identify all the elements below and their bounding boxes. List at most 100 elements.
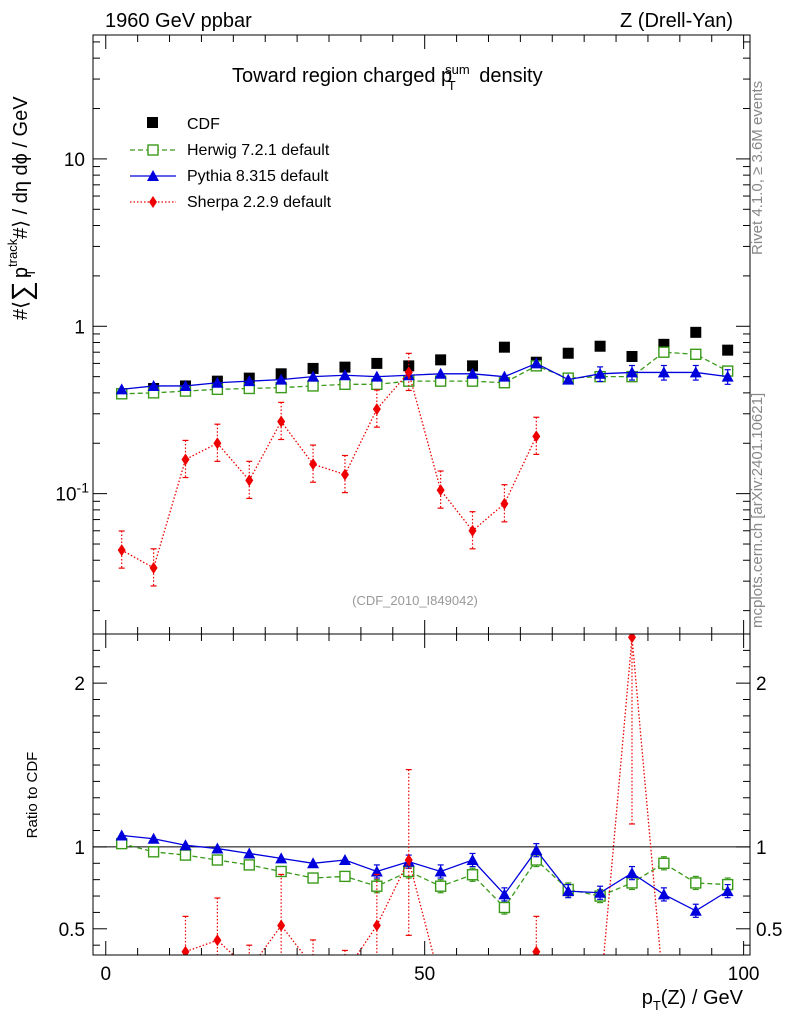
- ratio-herwig-point: [658, 857, 670, 869]
- ratio-herwig-point: [243, 859, 255, 871]
- pythia-data-point: [338, 369, 351, 381]
- legend-marker-pythia: [147, 170, 159, 181]
- ratio-herwig-point: [434, 880, 447, 892]
- cdf-data-point: [467, 360, 479, 372]
- sherpa-data-point: [149, 561, 158, 574]
- ratio-pythia-point: [657, 888, 670, 900]
- herwig-data-point: [307, 380, 319, 392]
- ratio-sherpa-point: [118, 985, 126, 997]
- pythia-series-line: [121, 362, 728, 390]
- mcplots-label: mcplots.cern.ch [arXiv:2401.10621]: [749, 393, 766, 628]
- ratio-pythia-point: [147, 832, 160, 844]
- main-y-axis-label: #⟨∑ptrackT#⟩ / dη dϕ / GeV: [5, 96, 38, 320]
- ratio-sherpa-point: [181, 945, 190, 955]
- pythia-data-point: [243, 375, 256, 387]
- ratio-pythia-point: [498, 888, 511, 900]
- legend-label-herwig: Herwig 7.2.1 default: [187, 142, 330, 159]
- ratio-herwig-point: [307, 872, 319, 884]
- sherpa-data-point: [181, 453, 190, 466]
- rivet-version-label: Rivet 4.1.0, ≥ 3.6M events: [749, 81, 766, 255]
- ratio-herwig-point: [498, 901, 511, 914]
- x-tick-label: 100: [728, 964, 760, 985]
- cdf-data-point: [626, 350, 638, 362]
- x-axis-label: pT(Z) / GeV: [642, 987, 744, 1013]
- main-y-tick-label: 1: [74, 317, 85, 338]
- axes: 10 1 10-1 0 50 100 0.5 0.5 1 1 2 2: [55, 34, 782, 985]
- header-process-label: Z (Drell-Yan): [620, 10, 733, 32]
- ratio-pythia-point: [466, 854, 479, 866]
- ratio-pythia-point: [338, 854, 351, 866]
- sherpa-data-point: [277, 415, 286, 428]
- ratio-y-tick-label-right: 1: [756, 838, 767, 859]
- herwig-data-point: [658, 346, 670, 358]
- legend-marker-sherpa: [149, 196, 157, 208]
- sherpa-series-line: [121, 371, 537, 569]
- legend-label-sherpa: Sherpa 2.2.9 default: [187, 194, 332, 211]
- ratio-pythia-point: [211, 842, 224, 854]
- ratio-herwig-point: [179, 849, 192, 861]
- ratio-pythia-point: [179, 839, 192, 851]
- ratio-y-tick-label: 1: [74, 838, 85, 859]
- ratio-y-tick-label: 2: [74, 674, 85, 695]
- pythia-data-point: [211, 376, 224, 388]
- herwig-data-point: [690, 348, 702, 361]
- sherpa-data-point: [468, 524, 477, 537]
- ratio-sherpa-point: [404, 854, 413, 867]
- svg-text:#⟨∑ptrackT#⟩ / dη dϕ / GeV: #⟨∑ptrackT#⟩ / dη dϕ / GeV: [5, 96, 38, 320]
- analysis-id-watermark: (CDF_2010_I849042): [352, 593, 478, 608]
- ratio-pythia-point: [370, 865, 383, 877]
- sherpa-data-point: [500, 497, 509, 510]
- pythia-data-point: [147, 379, 160, 391]
- ratio-pythia-point: [625, 867, 638, 879]
- ratio-pythia-point: [689, 904, 702, 916]
- cdf-data-point: [435, 354, 447, 366]
- sherpa-data-point: [340, 468, 349, 481]
- pythia-data-point: [115, 383, 128, 395]
- cdf-data-point: [562, 347, 574, 359]
- cdf-data-point: [371, 357, 383, 369]
- pythia-data-point: [530, 357, 543, 369]
- ratio-sherpa-point: [500, 985, 508, 997]
- pythia-data-point: [625, 366, 638, 378]
- sherpa-data-point: [309, 458, 318, 471]
- pythia-data-point: [434, 367, 447, 379]
- ratio-sherpa-point: [469, 988, 477, 1000]
- ratio-herwig-point: [339, 870, 351, 883]
- cdf-data-point: [594, 340, 606, 352]
- ratio-sherpa-point: [213, 934, 222, 947]
- ratio-sherpa-point: [245, 964, 253, 976]
- legend-label-cdf: CDF: [187, 116, 220, 133]
- x-tick-label: 0: [100, 964, 111, 985]
- ratio-sherpa-point: [627, 634, 636, 644]
- ratio-y-tick-label: 0.5: [59, 920, 85, 941]
- pythia-data-point: [307, 370, 320, 382]
- ratio-pythia-point: [307, 857, 320, 869]
- main-title: Toward region charged psum T density: [232, 62, 543, 93]
- pythia-data-point: [370, 370, 383, 382]
- ratio-herwig-point: [275, 865, 287, 878]
- ratio-sherpa-point: [309, 960, 317, 972]
- ratio-sherpa-point: [596, 992, 604, 1004]
- ratio-sherpa-point: [564, 996, 572, 1008]
- legend-label-pythia: Pythia 8.315 default: [187, 168, 329, 185]
- ratio-pythia-point: [562, 885, 575, 897]
- sherpa-data-point: [404, 366, 413, 379]
- ratio-sherpa-point: [277, 919, 286, 932]
- x-tick-label: 50: [414, 964, 435, 985]
- ratio-herwig-point: [147, 846, 160, 858]
- pythia-data-point: [498, 370, 511, 382]
- pythia-data-point: [179, 379, 192, 391]
- ratio-sherpa-point: [341, 967, 349, 979]
- ratio-pythia-point: [115, 829, 128, 841]
- ratio-herwig-point: [211, 854, 224, 866]
- legend-marker-herwig: [147, 144, 159, 156]
- cdf-data-point: [690, 326, 702, 338]
- pythia-data-point: [466, 367, 479, 379]
- ratio-y-axis-label: Ratio to CDF: [24, 752, 41, 839]
- ratio-pythia-point: [530, 844, 543, 856]
- ratio-pythia-point: [275, 852, 288, 864]
- ratio-pythia-point: [721, 885, 734, 897]
- legend-marker-cdf: [147, 117, 158, 128]
- pythia-data-point: [275, 373, 288, 385]
